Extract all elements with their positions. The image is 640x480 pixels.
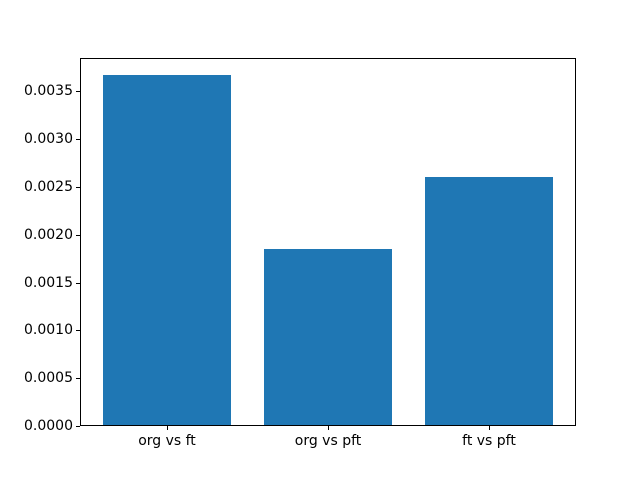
y-tick-mark <box>76 330 80 331</box>
y-tick-label: 0.0005 <box>24 370 73 386</box>
x-tick-mark <box>328 426 329 430</box>
y-tick-mark <box>76 139 80 140</box>
y-tick-label: 0.0010 <box>24 322 73 338</box>
y-tick-label: 0.0020 <box>24 227 73 243</box>
bar-org-vs-ft <box>102 75 232 426</box>
y-tick-mark <box>76 378 80 379</box>
x-tick-mark <box>167 426 168 430</box>
y-tick-mark <box>76 235 80 236</box>
bar-org-vs-pft <box>263 249 393 426</box>
x-tick-mark <box>489 426 490 430</box>
x-tick-label: org vs ft <box>138 433 196 449</box>
y-tick-label: 0.0035 <box>24 83 73 99</box>
y-tick-mark <box>76 91 80 92</box>
y-tick-label: 0.0015 <box>24 275 73 291</box>
y-tick-label: 0.0030 <box>24 131 73 147</box>
x-tick-label: org vs pft <box>294 433 362 449</box>
y-tick-label: 0.0000 <box>24 418 73 434</box>
y-tick-label: 0.0025 <box>24 179 73 195</box>
y-tick-mark <box>76 426 80 427</box>
y-tick-mark <box>76 283 80 284</box>
bar-ft-vs-pft <box>424 176 554 426</box>
y-tick-mark <box>76 187 80 188</box>
x-tick-label: ft vs pft <box>462 433 516 449</box>
